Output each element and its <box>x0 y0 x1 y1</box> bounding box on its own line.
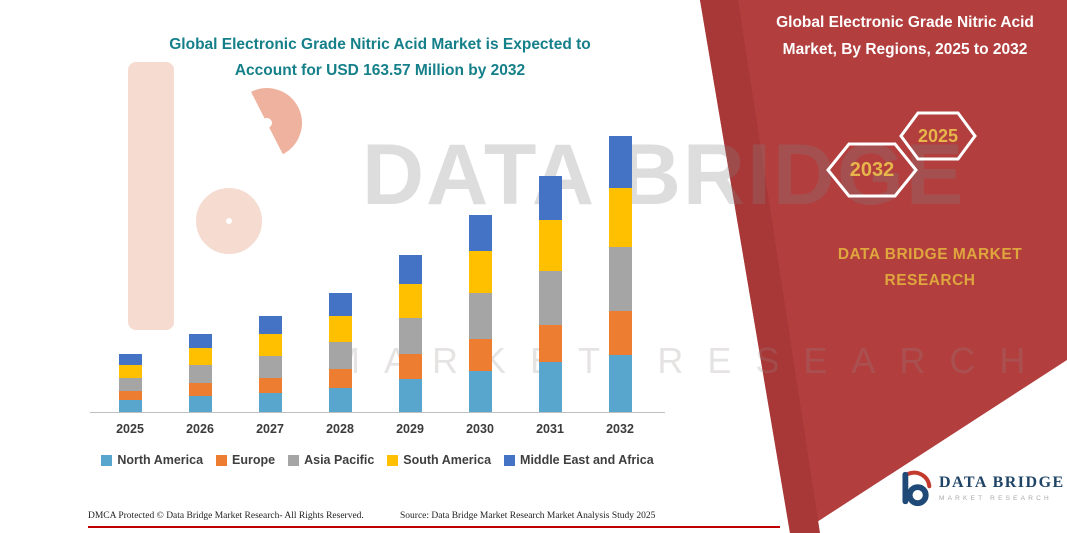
bar-segment-europe <box>258 377 282 393</box>
bar-group-2030: 2030 <box>445 113 515 439</box>
bar-segment-asia-pacific <box>328 341 352 370</box>
footer-dmca-text: DMCA Protected © Data Bridge Market Rese… <box>88 511 364 521</box>
bar-segment-middle-east-and-africa <box>538 175 562 220</box>
bar-segment-middle-east-and-africa <box>188 333 212 348</box>
legend-label: South America <box>403 453 492 467</box>
bar-segment-south-america <box>258 334 282 356</box>
legend-label: North America <box>117 453 204 467</box>
bar-segment-south-america <box>328 315 352 342</box>
footer-source-text: Source: Data Bridge Market Research Mark… <box>400 511 656 521</box>
bar-segment-north-america <box>608 355 632 413</box>
x-axis-label-2026: 2026 <box>186 422 214 436</box>
legend-swatch <box>216 454 228 466</box>
bar-segment-europe <box>188 383 212 397</box>
bar-segment-middle-east-and-africa <box>398 255 422 285</box>
bar-group-2025: 2025 <box>95 113 165 439</box>
bar-group-2031: 2031 <box>515 113 585 439</box>
stacked-bar-2027 <box>258 315 282 413</box>
legend-swatch <box>288 454 300 466</box>
x-axis-label-2028: 2028 <box>326 422 354 436</box>
bar-segment-south-america <box>188 347 212 365</box>
bar-segment-asia-pacific <box>538 270 562 325</box>
bar-segment-south-america <box>608 187 632 248</box>
panel-brand-text: DATA BRIDGE MARKET RESEARCH <box>837 246 1023 289</box>
bar-segment-north-america <box>398 379 422 413</box>
legend-item-south-america: South America <box>387 453 491 467</box>
company-logo-name: DATA BRIDGE <box>939 474 1065 491</box>
legend-item-asia-pacific: Asia Pacific <box>288 453 374 467</box>
x-axis-label-2025: 2025 <box>116 422 144 436</box>
bar-group-2026: 2026 <box>165 113 235 439</box>
watermark-logo-bar <box>128 62 174 330</box>
legend-swatch <box>101 454 113 466</box>
bar-segment-europe <box>118 391 142 401</box>
bar-segment-south-america <box>398 284 422 319</box>
legend-label: Asia Pacific <box>304 453 375 467</box>
bar-segment-north-america <box>468 370 492 413</box>
x-axis-label-2029: 2029 <box>396 422 424 436</box>
stacked-bar-2030 <box>468 214 492 413</box>
x-axis-label-2027: 2027 <box>256 422 284 436</box>
legend-swatch <box>504 454 516 466</box>
bar-segment-europe <box>538 324 562 363</box>
bar-group-2029: 2029 <box>375 113 445 439</box>
bar-segment-north-america <box>258 392 282 413</box>
company-logo: DATA BRIDGE MARKET RESEARCH <box>898 468 1065 508</box>
bar-segment-europe <box>398 353 422 380</box>
bar-segment-middle-east-and-africa <box>328 292 352 316</box>
company-logo-icon <box>902 470 932 507</box>
legend-swatch <box>387 454 399 466</box>
hexagon-badge-2025: 2025 <box>899 111 977 161</box>
x-axis-label-2031: 2031 <box>536 422 564 436</box>
chart-legend: North America Europe Asia Pacific South Ame… <box>85 453 670 467</box>
bar-segment-europe <box>608 311 632 356</box>
legend-item-north-america: North America <box>101 453 203 467</box>
stacked-bar-2031 <box>538 175 562 413</box>
hexagon-2032-label: 2032 <box>849 158 895 181</box>
bar-segment-north-america <box>538 362 562 413</box>
bar-segment-middle-east-and-africa <box>468 214 492 251</box>
stacked-bar-2026 <box>188 333 212 413</box>
bar-segment-south-america <box>468 250 492 293</box>
x-axis-line <box>90 412 665 413</box>
hexagon-badge-2032: 2032 <box>826 142 918 198</box>
bar-segment-asia-pacific <box>608 247 632 312</box>
legend-label: Europe <box>232 453 276 467</box>
bar-segment-middle-east-and-africa <box>258 315 282 335</box>
stacked-bar-2025 <box>118 353 142 413</box>
bar-segment-asia-pacific <box>398 318 422 354</box>
chart-title: Global Electronic Grade Nitric Acid Mark… <box>169 36 591 79</box>
legend-item-middle-east-and-africa: Middle East and Africa <box>504 453 654 467</box>
bar-segment-south-america <box>118 364 142 378</box>
bar-segment-asia-pacific <box>468 292 492 339</box>
bar-segment-middle-east-and-africa <box>118 353 142 365</box>
bar-segment-europe <box>328 369 352 388</box>
watermark-subtext: MARKET RESEARCH <box>330 340 1050 381</box>
bar-segment-north-america <box>118 400 142 413</box>
bar-segment-middle-east-and-africa <box>608 135 632 188</box>
legend-item-europe: Europe <box>216 453 275 467</box>
bar-segment-asia-pacific <box>188 364 212 384</box>
stacked-bar-2032 <box>608 135 632 413</box>
x-axis-label-2030: 2030 <box>466 422 494 436</box>
x-axis-label-2032: 2032 <box>606 422 634 436</box>
footer-divider-line <box>88 526 780 528</box>
hexagon-2025-label: 2025 <box>917 125 959 146</box>
panel-title: Global Electronic Grade Nitric Acid Mark… <box>776 14 1034 58</box>
bar-group-2027: 2027 <box>235 113 305 439</box>
stacked-bar-2029 <box>398 255 422 413</box>
bar-group-2032: 2032 <box>585 113 655 439</box>
bar-segment-asia-pacific <box>258 355 282 378</box>
bar-group-2028: 2028 <box>305 113 375 439</box>
bar-segment-north-america <box>188 396 212 413</box>
bar-segment-europe <box>468 338 492 371</box>
bar-segment-south-america <box>538 219 562 271</box>
bar-segment-asia-pacific <box>118 377 142 392</box>
legend-label: Middle East and Africa <box>520 453 654 467</box>
stacked-bar-chart: 2025 2026 2027 2028 2029 2030 2031 2032 <box>95 113 655 439</box>
bar-segment-north-america <box>328 387 352 413</box>
company-logo-subtitle: MARKET RESEARCH <box>939 495 1052 502</box>
stacked-bar-2028 <box>328 292 352 413</box>
